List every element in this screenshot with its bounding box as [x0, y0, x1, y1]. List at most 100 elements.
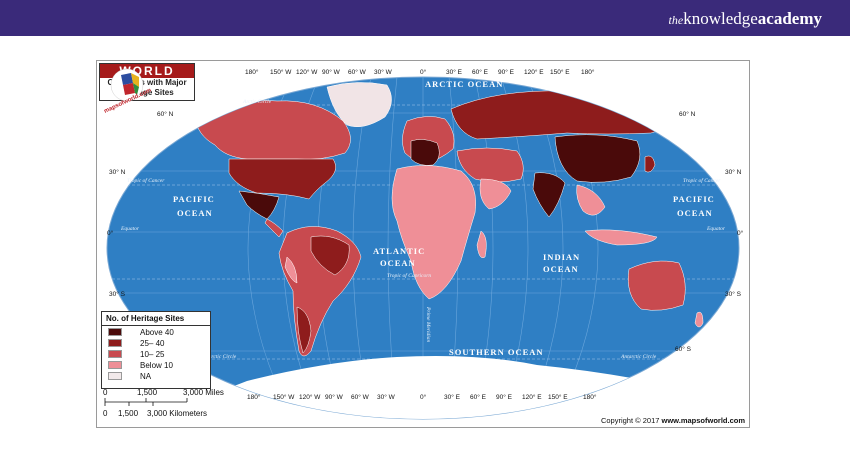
latitude-labels: 60° N 30° N 0° 30° S 60° N 30° N 0° 30° …: [107, 110, 744, 353]
pacific-ocean-label: OCEAN: [177, 208, 213, 218]
lat-label: 30° S: [109, 290, 126, 298]
legend-item: Above 40: [108, 327, 210, 337]
western-europe: [410, 139, 440, 166]
lat-label: 30° N: [109, 168, 126, 176]
lon-label: 30° E: [444, 393, 461, 401]
scale-mile-1: 1,500: [137, 388, 158, 397]
greenland: [326, 82, 392, 127]
brand-academy: academy: [757, 9, 822, 28]
china: [554, 134, 641, 183]
lon-label: 60° W: [351, 393, 370, 401]
lon-label: 90° W: [325, 393, 344, 401]
lat-label: 60° S: [675, 345, 692, 353]
lon-label: 90° W: [322, 68, 341, 76]
prime-meridian-label: Prime Meridian: [425, 306, 431, 343]
top-longitude-labels: 180° 150° W 120° W 90° W 60° W 30° W 0° …: [245, 68, 595, 76]
lon-label: 90° E: [496, 393, 513, 401]
legend-label: 10– 25: [140, 349, 165, 359]
brazil: [310, 235, 350, 276]
tropic-capricorn-label: Tropic of Capricorn: [387, 272, 431, 279]
line-labels: Arctic Circle Tropic of Cancer Tropic of…: [120, 99, 726, 360]
lon-label: 30° W: [374, 68, 393, 76]
bottom-longitude-labels: 180° 150° W 120° W 90° W 60° W 30° W 0° …: [247, 393, 597, 401]
lon-label: 120° W: [299, 393, 321, 401]
lon-label: 150° E: [550, 68, 570, 76]
world-map: 180° 150° W 120° W 90° W 60° W 30° W 0° …: [96, 60, 750, 428]
legend-label: 25– 40: [140, 338, 165, 348]
ocean-labels: ARCTIC OCEAN PACIFIC OCEAN PACIFIC OCEAN…: [173, 79, 715, 357]
header-bar: theknowledgeacademy: [0, 0, 850, 36]
copyright-prefix: Copyright © 2017: [600, 416, 662, 425]
legend-item: Below 10: [108, 360, 210, 370]
legend-swatch: [108, 350, 122, 358]
pacific-ocean-label: PACIFIC: [173, 194, 215, 204]
lon-label: 0°: [420, 393, 427, 401]
copyright-site[interactable]: www.mapsofworld.com: [661, 416, 745, 425]
mapsofworld-logo[interactable]: mapsofworld.com: [97, 61, 151, 115]
antarctic-circle-label: Antarctic Circle: [200, 354, 237, 360]
legend-label: NA: [140, 371, 152, 381]
legend-swatch: [108, 339, 122, 347]
lon-label: 90° E: [498, 68, 515, 76]
legend: No. of Heritage Sites Above 40 25– 40 10…: [101, 311, 211, 389]
lon-label: 120° E: [522, 393, 542, 401]
tropic-cancer-label: Tropic of Cancer: [683, 177, 721, 184]
lon-label: 60° E: [470, 393, 487, 401]
scale-mile-2: 3,000 Miles: [183, 388, 224, 397]
scale-km-1: 1,500: [118, 409, 139, 418]
legend-title: No. of Heritage Sites: [102, 312, 210, 326]
scale-bar: 0 1,500 3,000 Miles 0 1,500 3,000 Kilome…: [101, 388, 241, 427]
lon-label: 120° E: [524, 68, 544, 76]
lat-label: 30° S: [725, 290, 742, 298]
pacific-ocean-label: OCEAN: [677, 208, 713, 218]
arctic-ocean-label: ARCTIC OCEAN: [425, 79, 503, 89]
southern-ocean-label: SOUTHERN OCEAN: [449, 347, 544, 357]
lon-label: 180°: [581, 68, 595, 76]
indian-ocean-label: INDIAN: [543, 252, 580, 262]
legend-item: 25– 40: [108, 338, 210, 348]
atlantic-ocean-label: ATLANTIC: [373, 246, 425, 256]
russia: [450, 90, 678, 140]
lon-label: 150° W: [273, 393, 295, 401]
legend-swatch: [108, 372, 122, 380]
brand-the: the: [668, 13, 684, 27]
equator-label: Equator: [120, 226, 140, 232]
atlantic-ocean-label: OCEAN: [380, 258, 416, 268]
pacific-ocean-label: PACIFIC: [673, 194, 715, 204]
map-subtitle-line2: Heritage Sites: [120, 88, 174, 97]
antarctic-circle-label: Antarctic Circle: [620, 354, 657, 360]
australia: [628, 260, 686, 311]
equator-label: Equator: [706, 226, 726, 232]
legend-swatch: [108, 328, 122, 336]
scale-km-2: 3,000 Kilometers: [147, 409, 208, 418]
lon-label: 60° E: [472, 68, 489, 76]
lat-label: 60° N: [679, 110, 696, 118]
brand-knowledge: knowledge: [683, 9, 758, 28]
scale-km-0: 0: [103, 409, 108, 418]
lon-label: 30° E: [446, 68, 463, 76]
tropic-cancer-label: Tropic of Cancer: [127, 177, 165, 184]
lon-label: 150° W: [270, 68, 292, 76]
lat-label: 30° N: [725, 168, 742, 176]
usa: [228, 158, 336, 200]
lat-label: 60° N: [157, 110, 174, 118]
africa: [391, 165, 476, 300]
scale-mile-0: 0: [103, 388, 108, 397]
lon-label: 120° W: [296, 68, 318, 76]
lon-label: 180°: [245, 68, 259, 76]
legend-item: NA: [108, 371, 210, 381]
arctic-circle-label: Arctic Circle: [242, 99, 272, 105]
legend-item: 10– 25: [108, 349, 210, 359]
india: [532, 172, 566, 218]
lon-label: 30° W: [377, 393, 396, 401]
map-subtitle-line1: Countries with Major: [107, 78, 187, 87]
mexico: [238, 190, 280, 220]
brand-logo[interactable]: theknowledgeacademy: [669, 9, 822, 29]
lat-label: 0°: [737, 229, 744, 237]
lon-label: 150° E: [548, 393, 568, 401]
legend-swatch: [108, 361, 122, 369]
legend-label: Below 10: [140, 360, 173, 370]
lon-label: 60° W: [348, 68, 367, 76]
legend-label: Above 40: [140, 327, 174, 337]
canada: [194, 100, 351, 160]
